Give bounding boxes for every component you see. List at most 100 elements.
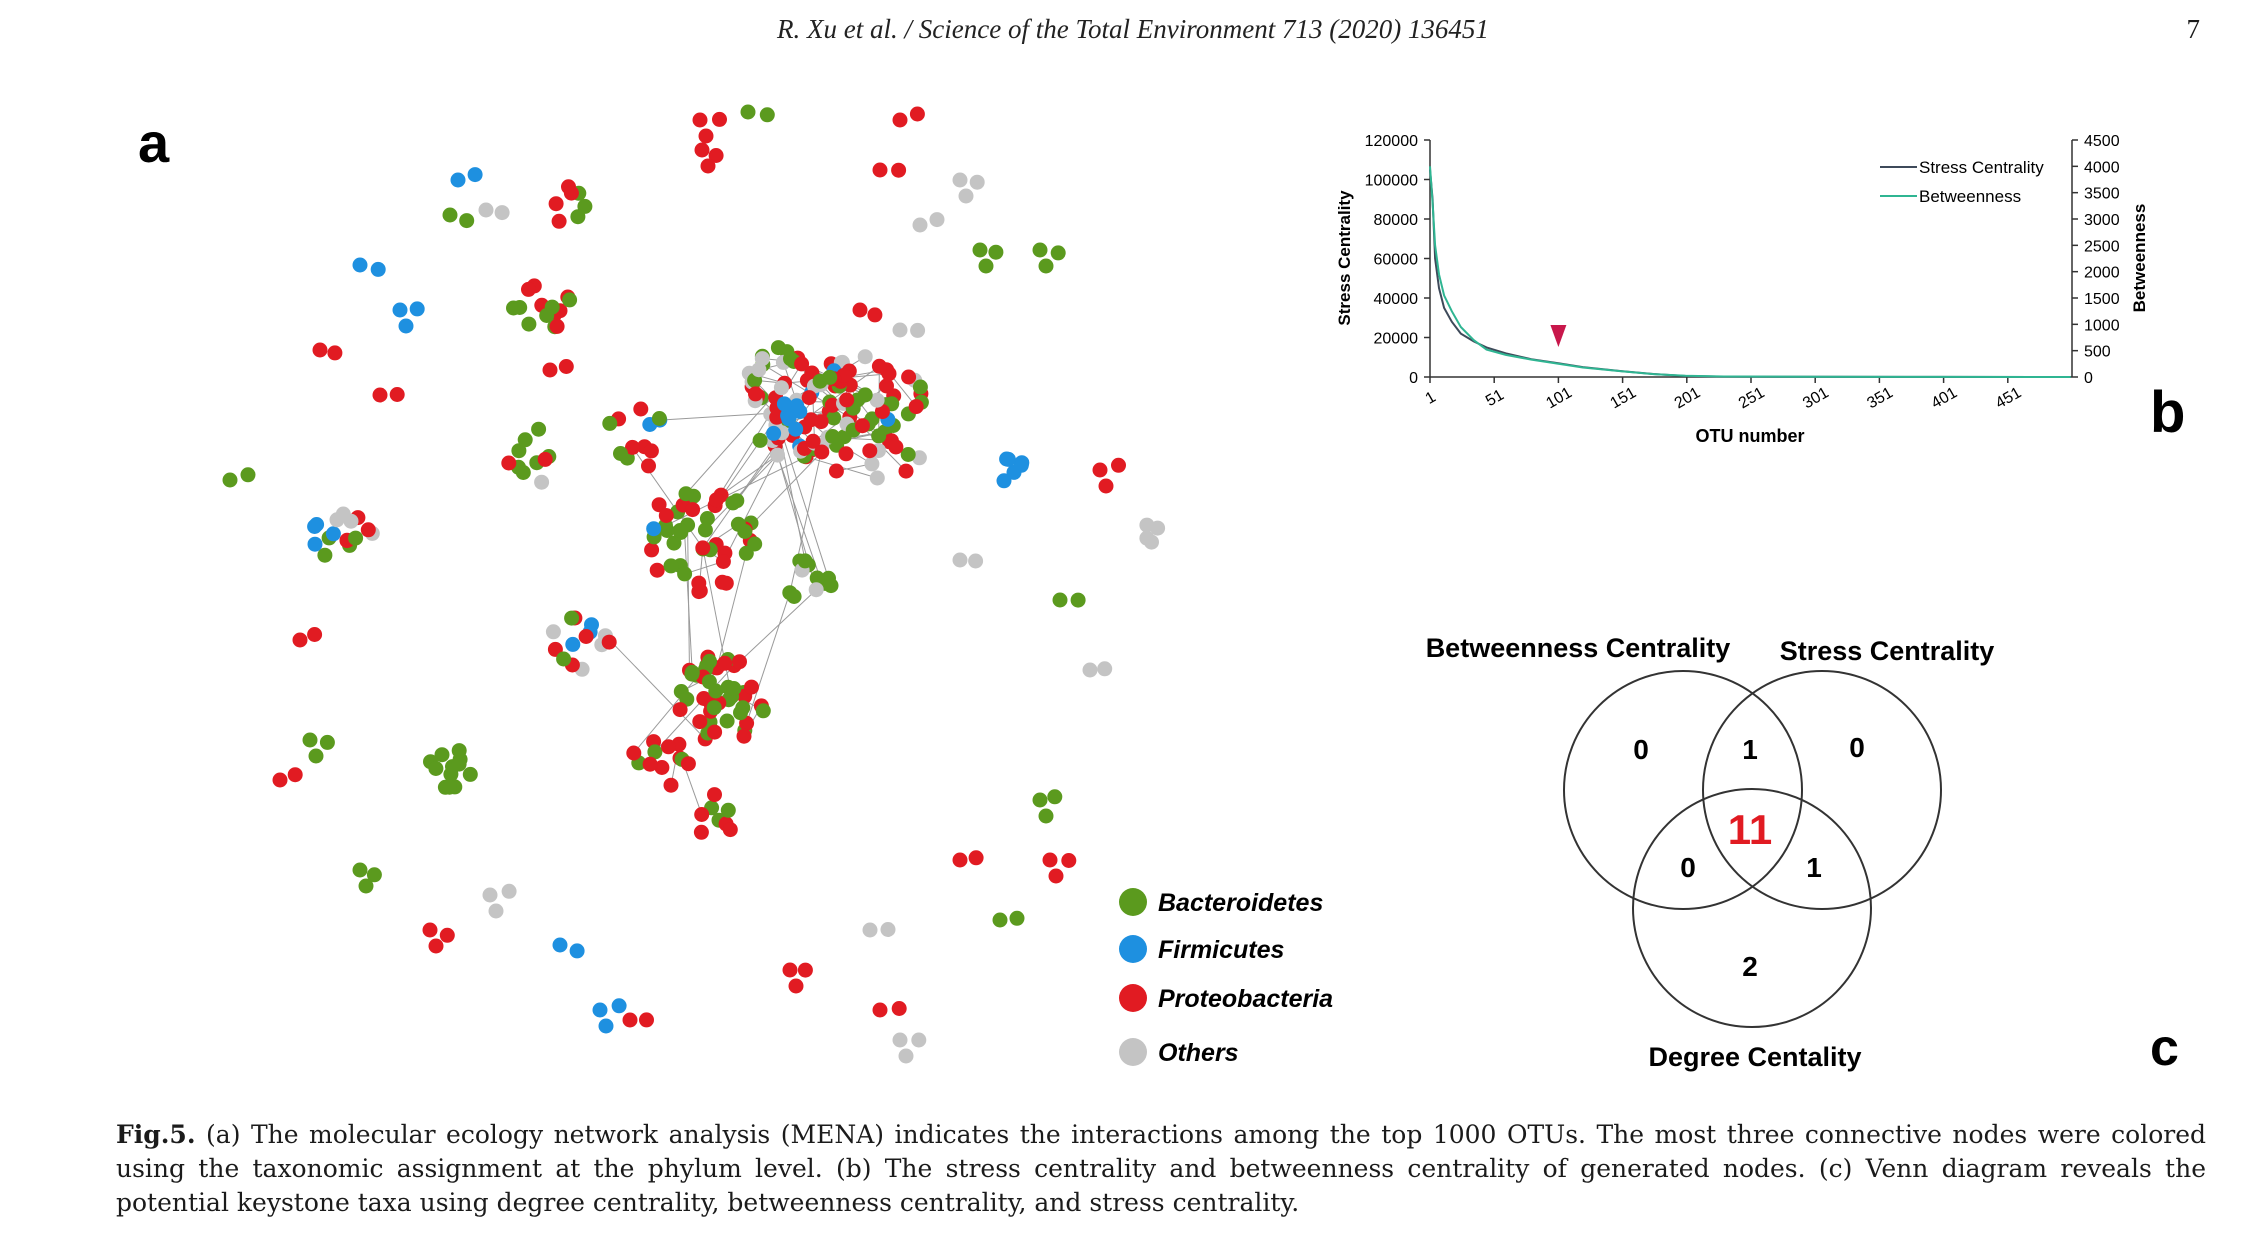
network-node — [697, 522, 713, 538]
network-node — [759, 107, 775, 123]
network-node — [343, 513, 359, 529]
network-node — [646, 521, 662, 537]
venn-region-stress-degree: 1 — [1806, 852, 1822, 883]
network-node — [715, 554, 731, 569]
network-node — [450, 172, 466, 188]
network-node — [501, 883, 517, 899]
network-node — [702, 653, 717, 669]
network-node — [694, 807, 710, 822]
network-node — [911, 1032, 927, 1048]
venn-region-all-three: 11 — [1728, 806, 1772, 853]
network-node — [563, 185, 579, 201]
venn-label-degree: Degree Centality — [1648, 1042, 1861, 1072]
network-node — [871, 358, 887, 374]
y2-tick-label: 2500 — [2084, 238, 2120, 255]
network-node — [537, 451, 553, 467]
network-node — [952, 852, 968, 868]
network-node — [869, 392, 885, 408]
network-node — [1047, 789, 1063, 805]
network-node — [643, 443, 659, 459]
network-node — [512, 300, 528, 315]
panel-label-c: c — [2150, 1019, 2179, 1077]
network-node — [366, 867, 382, 883]
network-node — [692, 112, 708, 128]
network-node — [352, 257, 368, 273]
network-node — [360, 522, 376, 538]
figure-5: a Bacteroidetes Firmicutes Proteobacteri… — [138, 104, 2185, 1077]
network-node — [1052, 592, 1068, 608]
network-node — [539, 308, 555, 323]
caption-text: (a) The molecular ecology network analys… — [116, 1120, 2206, 1217]
network-node — [747, 536, 763, 552]
network-node — [488, 903, 504, 919]
network-node — [685, 502, 701, 518]
network-node — [712, 111, 727, 127]
network-node — [898, 1048, 914, 1064]
network-node — [874, 404, 890, 420]
marker-triangle — [1550, 325, 1567, 347]
network-node — [1032, 242, 1048, 258]
y2-tick-label: 4500 — [2084, 133, 2120, 150]
network-node — [857, 349, 873, 365]
venn-label-betweenness: Betweenness Centrality — [1426, 633, 1731, 663]
network-node — [602, 415, 618, 431]
network-node — [789, 398, 805, 414]
network-node — [717, 655, 733, 671]
network-node — [996, 473, 1012, 489]
network-edge — [744, 451, 823, 532]
network-node — [521, 316, 537, 332]
network-edge — [687, 524, 690, 671]
network-node — [1038, 258, 1054, 274]
network-node — [649, 562, 665, 578]
network-edge — [716, 553, 747, 668]
network-node — [880, 922, 896, 937]
network-node — [672, 523, 688, 538]
network-node — [409, 301, 425, 317]
y2-tick-label: 500 — [2084, 344, 2111, 361]
venn-circle-stress — [1702, 670, 1942, 910]
y2-tick-label: 3000 — [2084, 212, 2120, 229]
network-node — [312, 342, 328, 358]
network-node — [564, 610, 580, 626]
page-number: 7 — [2186, 14, 2201, 44]
network-edge — [746, 592, 791, 724]
legend-label-proteobacteria: Proteobacteria — [1158, 985, 1333, 1013]
network-node — [370, 261, 386, 277]
network-node — [482, 887, 498, 903]
series-line-betweenness — [1429, 166, 2071, 378]
network-node — [872, 1002, 888, 1018]
network-node — [302, 732, 318, 748]
x-tick-label: 351 — [1864, 384, 1896, 412]
network-node — [428, 938, 444, 954]
network-node — [531, 421, 547, 437]
network-node — [548, 196, 564, 212]
y2-tick-label: 1500 — [2084, 291, 2120, 308]
network-node — [1048, 868, 1064, 884]
network-node — [439, 927, 455, 943]
network-edge — [722, 454, 778, 562]
network-edge — [781, 432, 829, 579]
network-node — [696, 691, 712, 706]
network-node — [692, 714, 708, 730]
venn-region-degree-only: 2 — [1742, 951, 1758, 982]
network-node — [1082, 662, 1098, 678]
network-node — [909, 106, 925, 122]
network-node — [325, 526, 341, 542]
network-node — [442, 779, 457, 795]
legend-swatch-firmicutes — [1119, 935, 1147, 963]
network-node — [592, 1002, 608, 1018]
network-node — [958, 188, 974, 204]
network-nodes — [222, 104, 1166, 1064]
network-node — [633, 401, 649, 417]
network-node — [644, 542, 660, 558]
network-node — [788, 421, 804, 437]
network-node — [534, 474, 550, 490]
network-node — [308, 748, 324, 764]
x-tick-label: 1 — [1423, 389, 1439, 408]
caption-label: Fig.5. — [116, 1120, 196, 1149]
network-node — [693, 824, 709, 840]
network-node — [1144, 534, 1159, 550]
network-node — [552, 937, 568, 953]
venn-region-betweenness-only: 0 — [1633, 734, 1649, 765]
network-node — [968, 553, 984, 569]
